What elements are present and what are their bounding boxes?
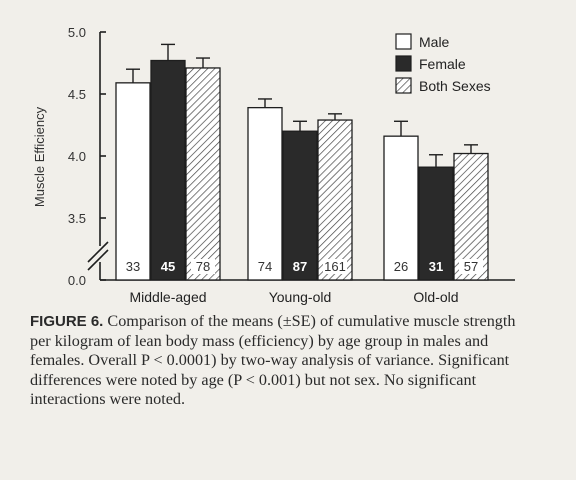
caption-label: FIGURE 6. (30, 313, 104, 330)
y-tick-label: 4.0 (68, 149, 86, 164)
bar-n-label: 31 (429, 259, 443, 274)
bar-n-label: 87 (293, 259, 307, 274)
y-tick-label: 3.5 (68, 211, 86, 226)
bar-n-label: 45 (161, 259, 175, 274)
bar (247, 106, 283, 281)
caption-text: Comparison of the means (±SE) of cumulat… (30, 312, 516, 409)
bar-chart: 0.0 3.5 4.0 4.5 5.0 Muscle Efficiency 33 45 78 M… (32, 25, 515, 305)
bar (383, 135, 419, 281)
bar (150, 59, 186, 281)
n-label-bg (323, 259, 347, 274)
legend-swatch (395, 77, 412, 94)
category-label: Young-old (269, 289, 332, 305)
axis-break-mark (87, 241, 109, 263)
legend-label: Male (419, 34, 450, 50)
legend-swatch (395, 55, 412, 72)
bar (185, 67, 221, 281)
bar-n-label: 33 (126, 259, 140, 274)
bar-n-label: 78 (196, 259, 210, 274)
figure-caption: FIGURE 6. Comparison of the means (±SE) … (30, 312, 530, 410)
bar (317, 119, 353, 281)
n-label-bg (191, 259, 215, 274)
axis-break-mark (87, 249, 109, 271)
legend-label: Both Sexes (419, 78, 491, 94)
y-tick-label: 0.0 (68, 273, 86, 288)
n-label-bg (459, 259, 483, 274)
y-axis-label: Muscle Efficiency (32, 106, 47, 207)
y-tick-label: 4.5 (68, 87, 86, 102)
bar (453, 152, 489, 281)
bar-n-label: 161 (324, 259, 346, 274)
bar-n-label: 57 (464, 259, 478, 274)
bar (282, 130, 318, 281)
category-label: Middle-aged (129, 289, 206, 305)
legend-swatch (395, 33, 412, 50)
bar-n-label: 74 (258, 259, 272, 274)
bar-n-label: 26 (394, 259, 408, 274)
y-tick-label: 5.0 (68, 25, 86, 40)
category-label: Old-old (413, 289, 458, 305)
legend-label: Female (419, 56, 466, 72)
chart-container: 0.0 3.5 4.0 4.5 5.0 Muscle Efficiency 33 45 78 M… (32, 25, 515, 305)
bar (115, 82, 151, 281)
bar (418, 166, 454, 281)
